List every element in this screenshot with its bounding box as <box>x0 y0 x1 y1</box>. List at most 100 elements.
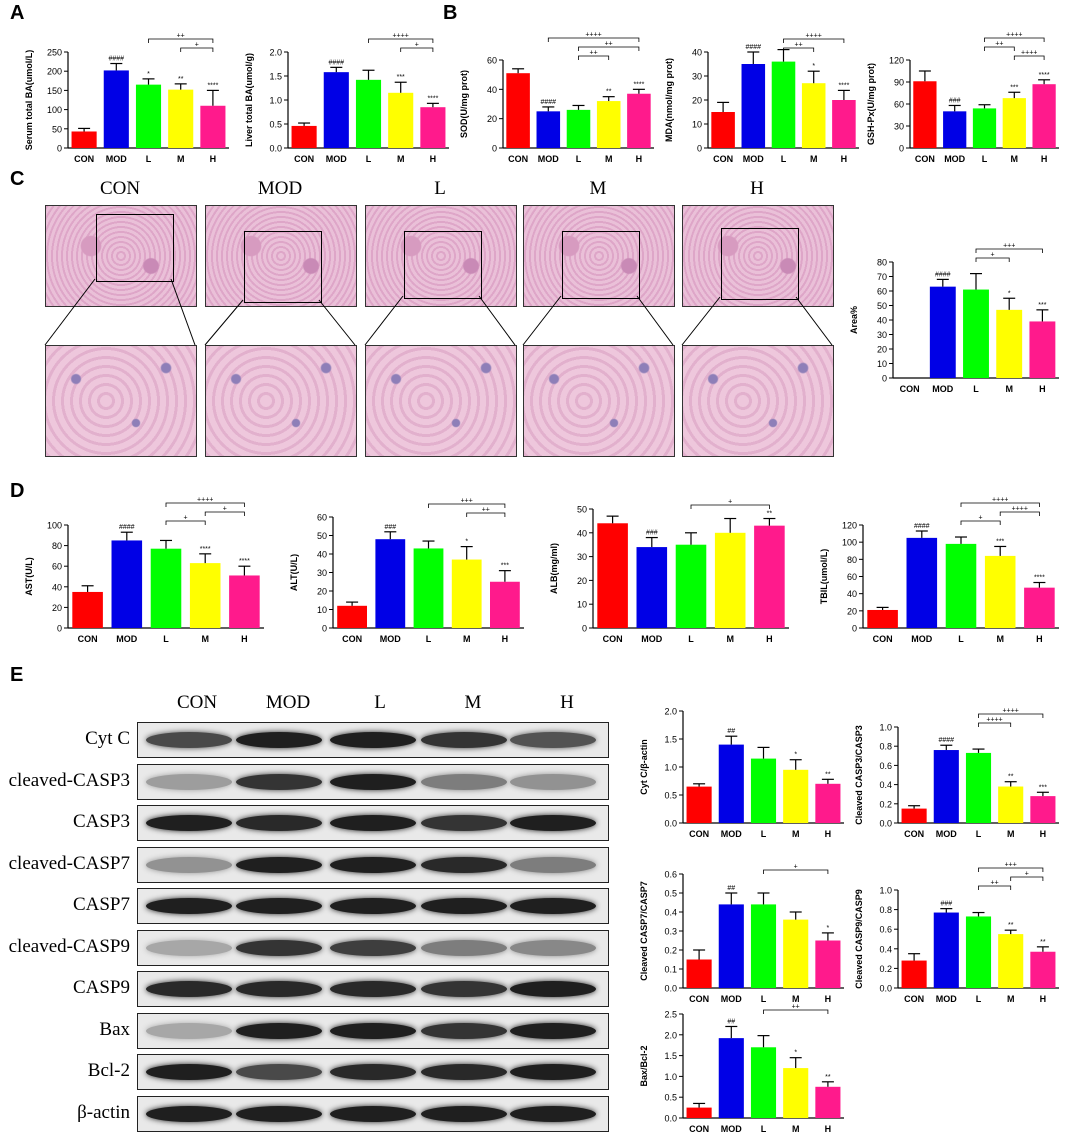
y-tick-label: 90 <box>894 78 904 88</box>
significance-mark: *** <box>1038 302 1046 309</box>
significance-mark: ** <box>178 76 184 83</box>
zoom-connector <box>522 295 674 346</box>
x-tick-label: MOD <box>721 829 742 839</box>
bar-mod <box>636 547 668 628</box>
x-tick-label: H <box>1039 384 1046 394</box>
y-tick-label: 0.8 <box>879 742 892 752</box>
significance-bracket <box>547 37 640 42</box>
connector-line-right <box>636 295 674 346</box>
significance-mark: #### <box>939 737 955 744</box>
x-tick-label: MOD <box>932 384 953 394</box>
y-tick-label: 1.0 <box>269 96 282 106</box>
wb-band <box>236 815 322 831</box>
significance-mark: #### <box>119 524 135 531</box>
bar-m <box>998 934 1024 988</box>
y-tick-label: 40 <box>577 528 587 538</box>
y-tick-label: 40 <box>847 589 857 599</box>
y-tick-label: 60 <box>52 562 62 572</box>
bar-m <box>783 1068 809 1118</box>
panel-label-c: C <box>10 168 25 190</box>
y-axis-label: Cleaved CASP9/CASP9 <box>854 889 864 989</box>
y-axis-label: SOD(U/mg prot) <box>459 70 469 138</box>
significance-mark: *** <box>1010 84 1018 91</box>
bar-m <box>388 92 414 148</box>
y-tick-label: 1.5 <box>664 1051 677 1061</box>
x-tick-label: M <box>463 634 471 644</box>
bracket-label: +++ <box>1003 243 1015 250</box>
significance-mark: **** <box>1034 575 1045 582</box>
significance-mark: ** <box>767 511 773 518</box>
connector-line-right <box>318 299 356 346</box>
y-tick-label: 0.0 <box>879 984 892 994</box>
significance-mark: ### <box>384 524 396 531</box>
wb-strip <box>137 1095 609 1132</box>
y-tick-label: 60 <box>877 287 887 297</box>
x-tick-label: MOD <box>944 154 965 164</box>
x-tick-label: L <box>146 154 152 164</box>
bracket-label: + <box>979 515 983 522</box>
wb-col-l: L <box>374 692 386 713</box>
bar-l <box>963 289 989 378</box>
y-tick-label: 0 <box>882 374 887 384</box>
wb-band <box>146 1022 232 1039</box>
bracket-label: ++++ <box>1021 50 1037 57</box>
y-tick-label: 0.6 <box>879 761 892 771</box>
bracket-label: + <box>1025 871 1029 878</box>
bar-h <box>1030 951 1056 988</box>
wb-band <box>330 1105 416 1122</box>
zoom-connector <box>681 296 833 346</box>
wb-band <box>421 1064 507 1080</box>
significance-mark: *** <box>1039 784 1047 791</box>
x-tick-label: CON <box>689 829 709 839</box>
x-tick-label: L <box>982 154 988 164</box>
panel-label-e: E <box>10 664 24 686</box>
x-tick-label: M <box>1011 154 1019 164</box>
wb-band <box>236 981 322 997</box>
y-axis-label: Serum total BA(umol/L) <box>24 50 34 151</box>
x-tick-label: M <box>996 634 1004 644</box>
histology-image-top-mod <box>205 205 357 307</box>
bar-mod <box>375 539 406 628</box>
bracket-label: ++ <box>991 880 999 887</box>
wb-band <box>510 939 596 956</box>
bracket-label: ++++ <box>393 33 409 40</box>
x-tick-label: MOD <box>936 994 957 1004</box>
bar-con <box>597 523 628 628</box>
y-tick-label: 0 <box>697 144 702 154</box>
x-tick-label: MOD <box>641 634 662 644</box>
bracket-label: ++ <box>995 41 1003 48</box>
significance-mark: #### <box>109 56 125 63</box>
connector-line-left <box>44 278 96 346</box>
bar-con <box>686 959 712 988</box>
bar-con <box>686 786 712 823</box>
wb-band <box>330 856 416 873</box>
bar-l <box>750 1047 777 1118</box>
y-tick-label: 100 <box>47 105 62 115</box>
significance-bracket <box>984 37 1045 42</box>
bracket-label: ++++ <box>1012 506 1028 513</box>
y-tick-label: 2.5 <box>664 1010 677 1020</box>
bar-con <box>71 131 97 148</box>
bracket-label: ++ <box>792 1004 800 1011</box>
significance-mark: ### <box>940 901 952 908</box>
bar-l <box>413 548 444 628</box>
y-tick-label: 20 <box>487 114 497 124</box>
significance-mark: * <box>465 539 468 546</box>
y-tick-label: 0 <box>852 624 857 634</box>
x-tick-label: H <box>430 154 437 164</box>
x-tick-label: M <box>201 634 209 644</box>
x-tick-label: M <box>1005 384 1013 394</box>
wb-row-label: CASP3 <box>72 811 130 832</box>
wb-strip <box>137 1054 609 1090</box>
significance-bracket <box>204 511 245 516</box>
wb-row-label: CASP7 <box>72 894 130 915</box>
wb-band <box>421 1105 507 1122</box>
significance-bracket <box>978 722 1012 727</box>
wb-col-con: CON <box>176 692 218 713</box>
bar-m <box>783 769 809 823</box>
x-tick-label: CON <box>508 154 528 164</box>
x-tick-label: CON <box>342 634 362 644</box>
x-tick-label: L <box>973 384 979 394</box>
x-tick-label: CON <box>904 994 924 1004</box>
significance-bracket <box>975 257 1010 262</box>
